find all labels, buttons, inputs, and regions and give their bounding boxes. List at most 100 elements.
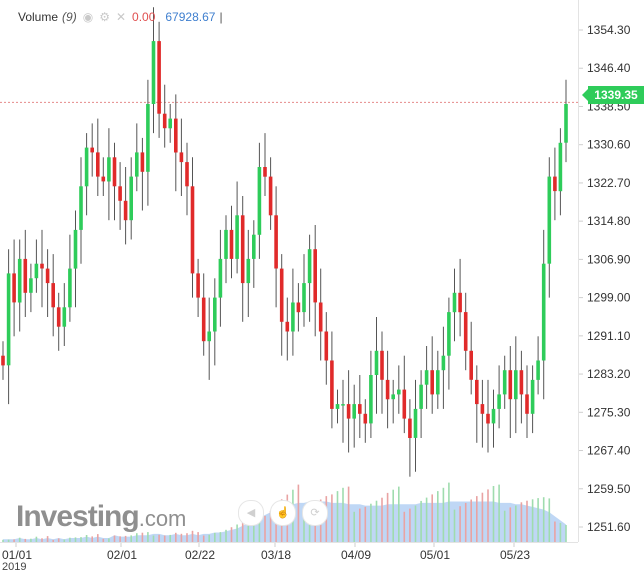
volume-bar <box>63 539 66 542</box>
volume-bar <box>13 539 15 542</box>
candle-body <box>296 302 301 313</box>
close-icon[interactable]: ✕ <box>115 10 127 24</box>
y-axis-ticks: 1354.301346.401338.501330.601322.701314.… <box>578 23 631 534</box>
volume-bar <box>214 532 216 542</box>
candle-body <box>84 147 89 187</box>
candle <box>229 205 234 279</box>
candle-body <box>218 258 223 298</box>
volume-bar <box>264 515 266 542</box>
candle-body <box>363 413 368 424</box>
candle-body <box>430 370 434 395</box>
candle <box>23 229 28 317</box>
y-tick-label: 1354.30 <box>587 23 631 37</box>
candle-body <box>257 167 262 235</box>
candle <box>51 254 55 337</box>
candle <box>480 379 485 448</box>
y-tick-label: 1291.10 <box>587 329 631 343</box>
candle <box>62 283 67 346</box>
candle <box>263 133 267 196</box>
volume-bar <box>230 527 233 542</box>
candle-body <box>174 118 178 153</box>
candle-body <box>369 375 373 424</box>
candle-body <box>564 104 568 143</box>
pointer-icon[interactable]: ☝ <box>270 500 296 526</box>
volume-bar <box>403 511 406 542</box>
candle <box>84 133 89 216</box>
x-tick-label: 01/01 <box>2 548 32 562</box>
candle <box>129 157 133 240</box>
candle-body <box>413 408 418 438</box>
candle <box>430 336 434 414</box>
speaker-icon[interactable]: ◀ <box>238 500 264 526</box>
y-tick-label: 1330.60 <box>587 138 631 152</box>
candle <box>397 365 401 414</box>
volume-bar <box>414 505 417 542</box>
volume-bar <box>531 499 534 542</box>
volume-bar <box>448 482 450 542</box>
volume-bar <box>175 532 177 542</box>
gear-icon[interactable]: ⚙ <box>99 10 110 24</box>
volume-bar <box>398 486 400 542</box>
candle <box>201 273 206 356</box>
candle <box>508 346 513 438</box>
investing-logo: Investing.com <box>16 500 186 534</box>
candle <box>469 321 473 395</box>
candle <box>135 123 139 192</box>
x-axis-line <box>0 542 578 543</box>
candle <box>497 365 501 429</box>
candle <box>17 239 22 332</box>
candle <box>458 258 462 337</box>
volume-bar <box>163 535 166 542</box>
candle <box>279 254 284 356</box>
refresh-icon[interactable]: ⟳ <box>302 500 328 526</box>
legend-value-red: 0.00 <box>132 10 156 24</box>
candle <box>307 234 312 322</box>
legend-separator: | <box>219 10 223 24</box>
volume-bar <box>247 514 250 542</box>
candle <box>146 79 150 206</box>
candle-body <box>463 312 468 351</box>
volume-bar <box>225 529 227 542</box>
y-tick-label: 1314.80 <box>587 214 631 228</box>
volume-bar <box>74 537 77 542</box>
volume-bar <box>41 538 43 542</box>
y-tick-label: 1251.60 <box>587 520 631 534</box>
candle-body <box>536 360 540 380</box>
volume-bar <box>124 535 127 542</box>
candle-body <box>525 394 529 414</box>
volume-bar <box>542 497 545 542</box>
candle-body <box>146 104 150 172</box>
candle <box>369 350 373 438</box>
volume-bar <box>476 496 478 542</box>
candle <box>1 341 5 380</box>
candle <box>45 249 50 317</box>
candle <box>291 268 295 356</box>
candle-body <box>475 379 479 405</box>
volume-bar <box>381 497 383 542</box>
candle-body <box>29 278 33 293</box>
candle-body <box>279 268 284 322</box>
candle-body <box>514 370 518 400</box>
candle <box>207 297 211 380</box>
candle-body <box>213 297 217 332</box>
x-tick-label: 02/22 <box>185 548 215 562</box>
candle <box>179 118 184 196</box>
volume-bar <box>191 530 194 542</box>
candle-body <box>107 157 111 182</box>
candle-body <box>385 379 390 400</box>
eye-icon[interactable]: ◉ <box>82 10 94 24</box>
candle-body <box>101 176 106 182</box>
candle-body <box>558 142 563 192</box>
candle <box>330 331 334 429</box>
candle-body <box>391 394 395 400</box>
volume-bar <box>269 510 272 542</box>
x-tick-label: 04/09 <box>341 548 371 562</box>
candle-body <box>458 292 462 313</box>
candle <box>118 162 122 230</box>
candle-body <box>424 370 429 385</box>
volume-bar <box>453 509 456 542</box>
candle-body <box>346 404 351 419</box>
volume-bar <box>219 532 222 542</box>
candle <box>358 375 362 438</box>
